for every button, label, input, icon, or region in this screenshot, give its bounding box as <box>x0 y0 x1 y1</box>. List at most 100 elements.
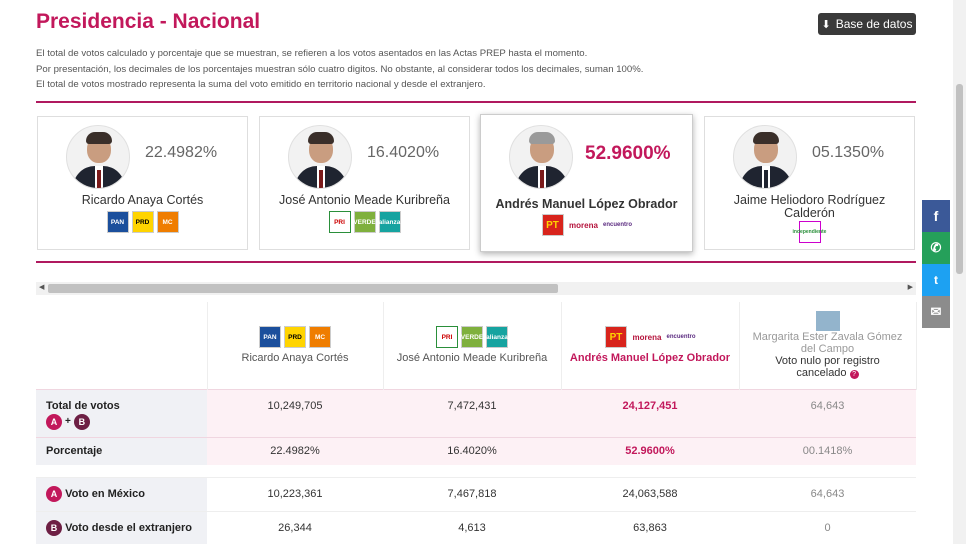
pri-logo: PRI <box>436 326 458 349</box>
table-cell: 00.1418% <box>739 436 916 465</box>
row-label: B Voto desde el extranjero <box>36 510 207 544</box>
candidate-card-anaya[interactable]: 22.4982% Ricardo Anaya Cortés PAN PRD MC <box>37 116 248 250</box>
party-logos <box>740 311 916 332</box>
prd-logo: PRD <box>284 326 306 349</box>
row-label: Total de votos A + B <box>36 388 207 437</box>
candidate-name-line: Calderón <box>784 206 835 220</box>
table-row: Porcentaje 22.4982% 16.4020% 52.9600% 00… <box>36 436 916 465</box>
note-line: El total de votos mostrado representa la… <box>36 79 486 90</box>
party-logos: PAN PRD MC <box>38 211 247 233</box>
mc-logo: MC <box>156 211 179 233</box>
header-name: del Campo <box>800 343 855 356</box>
prd-logo: PRD <box>131 211 154 233</box>
header-meade: PRI VERDE alianza José Antonio Meade Kur… <box>383 302 562 389</box>
scroll-right-arrow-icon[interactable]: ▶ <box>907 284 913 291</box>
whatsapp-icon: ✆ <box>930 240 942 255</box>
morena-logo: morena <box>630 326 664 349</box>
party-logos: PRI VERDE alianza <box>260 211 469 233</box>
table-cell: 24,127,451 <box>561 388 739 437</box>
encuentro-social-logo: encuentro <box>667 326 696 349</box>
candidate-name: José Antonio Meade Kuribreña <box>279 193 450 207</box>
table-cell: 22.4982% <box>207 436 383 465</box>
facebook-icon: f <box>933 208 939 224</box>
party-logos: PT morena encuentro <box>481 214 692 236</box>
pan-logo: PAN <box>259 326 281 349</box>
table-cell: 10,249,705 <box>207 388 383 437</box>
pri-logo: PRI <box>328 211 351 233</box>
table-header-row: PAN PRD MC Ricardo Anaya Cortés PRI VERD… <box>36 302 917 389</box>
badge-a: A <box>46 413 62 430</box>
verde-logo: VERDE <box>353 211 376 233</box>
table-cell: 64,643 <box>739 388 916 437</box>
candidate-percentage: 16.4020% <box>367 144 440 161</box>
avatar <box>509 125 573 189</box>
database-button[interactable]: ⬇ Base de datos <box>818 13 916 35</box>
download-icon: ⬇ <box>821 18 831 31</box>
twitter-icon: t <box>934 273 938 287</box>
row-label-text: Total de votos <box>46 399 120 412</box>
row-label: A Voto en México <box>36 476 207 511</box>
divider <box>36 101 916 103</box>
mc-logo: MC <box>309 326 331 349</box>
divider <box>36 261 916 263</box>
email-share-button[interactable]: ✉ <box>922 296 950 328</box>
table-cell: 52.9600% <box>561 436 739 465</box>
header-anaya: PAN PRD MC Ricardo Anaya Cortés <box>207 302 384 389</box>
canceled-registration-logo <box>815 311 840 332</box>
help-icon[interactable]: ? <box>849 370 859 380</box>
avatar <box>66 125 130 189</box>
candidate-card-meade[interactable]: 16.4020% José Antonio Meade Kuribreña PR… <box>259 116 470 250</box>
candidate-percentage: 05.1350% <box>812 144 885 161</box>
header-zavala: Margarita Ester Zavala Gómez del Campo V… <box>739 302 917 389</box>
independiente-logo: independiente <box>793 221 826 243</box>
header-blank <box>36 302 208 389</box>
pt-logo: PT <box>541 214 564 236</box>
row-label-text: Voto en México <box>65 487 145 500</box>
pan-logo: PAN <box>106 211 129 233</box>
table-cell: 16.4020% <box>383 436 561 465</box>
note-line: Por presentación, los decimales de los p… <box>36 63 644 75</box>
header-note-text: cancelado <box>796 367 847 380</box>
database-button-label: Base de datos <box>835 17 913 31</box>
table-cell: 7,467,818 <box>383 476 561 511</box>
candidate-name: Andrés Manuel López Obrador <box>495 197 678 211</box>
morena-logo: morena <box>566 214 601 236</box>
candidate-name: Jaime Heliodoro Rodríguez Calderón <box>705 194 914 220</box>
facebook-share-button[interactable]: f <box>922 200 950 232</box>
table-cell: 24,063,588 <box>561 476 739 511</box>
table-row: A Voto en México 10,223,361 7,467,818 24… <box>36 476 916 511</box>
party-logos: PAN PRD MC <box>208 326 383 349</box>
candidate-percentage: 22.4982% <box>145 144 218 161</box>
scrollbar-thumb[interactable] <box>48 284 558 293</box>
candidate-percentage: 52.9600% <box>585 143 671 164</box>
party-logos: PT morena encuentro <box>562 326 739 349</box>
results-table: PAN PRD MC Ricardo Anaya Cortés PRI VERD… <box>36 302 917 544</box>
candidate-name-line: Jaime Heliodoro Rodríguez <box>733 193 886 207</box>
header-name: Ricardo Anaya Cortés <box>241 352 349 365</box>
pt-logo: PT <box>605 326 627 349</box>
party-logos: independiente <box>705 221 914 243</box>
badge-b: B <box>46 520 62 537</box>
badge-a: A <box>46 486 62 502</box>
vertical-scrollbar[interactable] <box>953 0 966 544</box>
candidate-card-lopez-obrador[interactable]: 52.9600% Andrés Manuel López Obrador PT … <box>480 114 693 252</box>
avatar <box>733 125 797 189</box>
table-cell: 26,344 <box>207 510 383 544</box>
header-name: Andrés Manuel López Obrador <box>569 352 731 365</box>
table-row: B Voto desde el extranjero 26,344 4,613 … <box>36 510 916 544</box>
twitter-share-button[interactable]: t <box>922 264 950 296</box>
header-name: Margarita Ester Zavala Gómez <box>752 331 903 344</box>
scroll-left-arrow-icon[interactable]: ◀ <box>39 284 45 291</box>
candidate-name: Ricardo Anaya Cortés <box>81 193 204 207</box>
party-logos: PRI VERDE alianza <box>384 326 561 349</box>
avatar <box>288 125 352 189</box>
candidate-card-rodriguez[interactable]: 05.1350% Jaime Heliodoro Rodríguez Calde… <box>704 116 915 250</box>
table-cell: 0 <box>739 510 916 544</box>
header-note: Voto nulo por registro <box>775 355 880 368</box>
vertical-scrollbar-thumb[interactable] <box>956 84 963 274</box>
table-row: Total de votos A + B 10,249,705 7,472,431 … <box>36 388 916 437</box>
horizontal-scrollbar[interactable]: ◀ ▶ <box>36 282 916 295</box>
table-cell: 7,472,431 <box>383 388 561 437</box>
whatsapp-share-button[interactable]: ✆ <box>922 232 950 264</box>
table-cell: 4,613 <box>383 510 561 544</box>
